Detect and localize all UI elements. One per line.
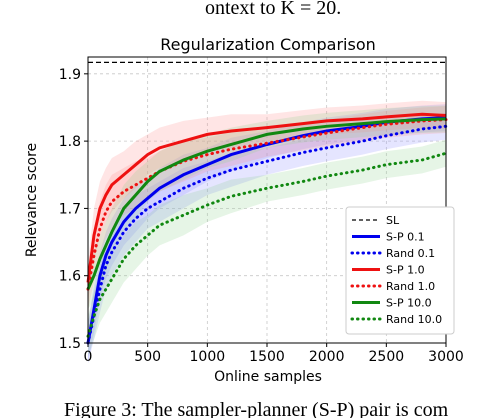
band-rand-0-1: [88, 112, 446, 364]
y-tick-label: 1.6: [59, 269, 81, 285]
chart-title: Regularization Comparison: [160, 35, 376, 54]
x-tick-label: 500: [134, 349, 161, 365]
x-tick-label: 2000: [309, 349, 345, 365]
series-line-s-p-0-1: [86, 116, 447, 344]
legend-label: Rand 0.1: [386, 247, 435, 260]
y-tick-label: 1.5: [59, 336, 81, 352]
legend-items: SL S-P 0.1 Rand 0.1 S-P 1.0 Rand 1.0 S-P 10.0…: [350, 214, 442, 326]
series-lines: [86, 61, 448, 345]
series-line-rand-10-0: [86, 151, 448, 338]
top-text: ontext to K = 20.: [205, 0, 341, 19]
legend-label: Rand 1.0: [386, 280, 435, 293]
band-rand-1-0: [88, 106, 446, 310]
legend: SL S-P 0.1 Rand 0.1 S-P 1.0 Rand 1.0 S-P 10.0…: [345, 206, 455, 335]
x-tick-label: 0: [84, 349, 93, 365]
band-s-p-1-0: [88, 100, 446, 303]
y-tick-label: 1.8: [59, 134, 81, 150]
legend-label: S-P 0.1: [386, 231, 425, 244]
x-axis-label: Online samples: [214, 369, 322, 385]
x-axis-ticks: 0 500 1000 1500 2000 2500 3000: [84, 343, 464, 365]
series-line-rand-0-1: [86, 124, 448, 345]
band-s-p-10-0: [88, 105, 446, 310]
x-tick-label: 1500: [249, 349, 285, 365]
x-tick-label: 2500: [369, 349, 405, 365]
y-tick-label: 1.7: [59, 201, 81, 217]
legend-label: S-P 10.0: [386, 297, 432, 310]
y-axis-ticks: 1.5 1.6 1.7 1.8 1.9: [59, 67, 88, 352]
series-line-s-p-10-0: [86, 117, 447, 290]
x-tick-label: 1000: [190, 349, 226, 365]
band-s-p-0-1: [88, 104, 446, 364]
legend-label: Rand 10.0: [386, 313, 442, 326]
legend-label: SL: [386, 214, 400, 227]
y-axis-label: Relevance score: [24, 143, 40, 257]
figure-caption: Figure 3: The sampler-planner (S-P) pair…: [64, 399, 449, 418]
legend-label: S-P 1.0: [386, 264, 425, 277]
y-tick-label: 1.9: [59, 67, 81, 83]
plot-area: [86, 56, 448, 364]
series-line-rand-1-0: [86, 118, 448, 291]
series-line-s-p-1-0: [86, 112, 447, 283]
x-tick-label: 3000: [428, 349, 464, 365]
